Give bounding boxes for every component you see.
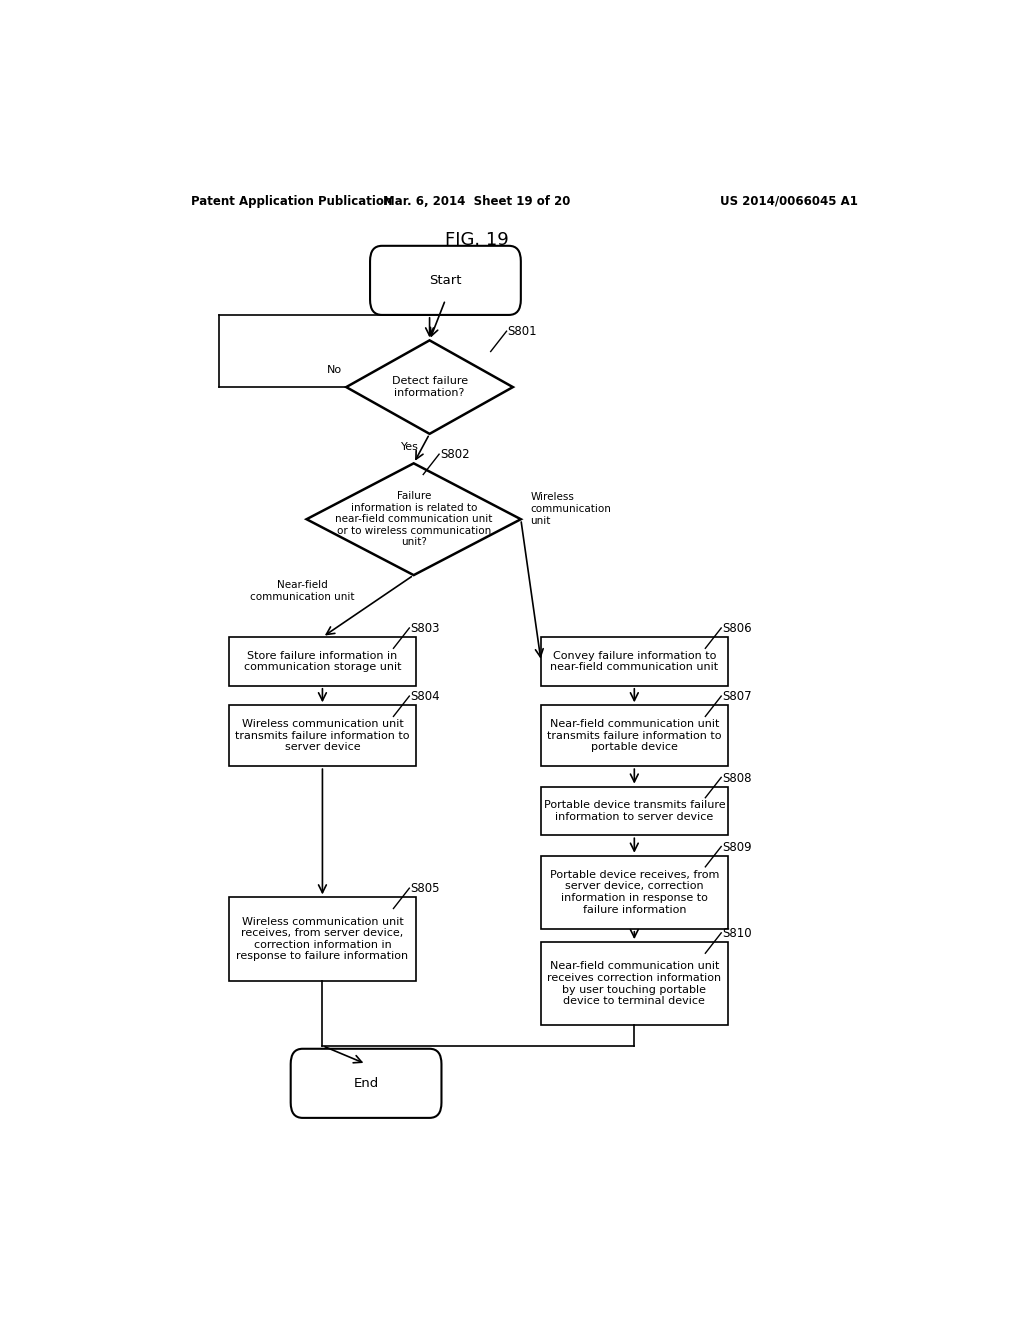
Text: S804: S804 bbox=[411, 690, 439, 704]
Bar bbox=[229, 898, 416, 981]
FancyBboxPatch shape bbox=[370, 246, 521, 315]
Text: S806: S806 bbox=[722, 622, 752, 635]
Text: Patent Application Publication: Patent Application Publication bbox=[191, 194, 393, 207]
Text: Start: Start bbox=[429, 273, 462, 286]
Bar bbox=[541, 638, 728, 686]
Text: US 2014/0066045 A1: US 2014/0066045 A1 bbox=[720, 194, 858, 207]
Bar bbox=[541, 705, 728, 766]
Bar bbox=[541, 787, 728, 836]
Text: Portable device transmits failure
information to server device: Portable device transmits failure inform… bbox=[544, 800, 725, 822]
Text: Failure
information is related to
near-field communication unit
or to wireless c: Failure information is related to near-f… bbox=[335, 491, 493, 548]
Text: Mar. 6, 2014  Sheet 19 of 20: Mar. 6, 2014 Sheet 19 of 20 bbox=[384, 194, 570, 207]
Text: No: No bbox=[327, 364, 342, 375]
Text: Yes: Yes bbox=[400, 442, 419, 451]
Text: Wireless communication unit
receives, from server device,
correction information: Wireless communication unit receives, fr… bbox=[237, 916, 409, 961]
Text: Convey failure information to
near-field communication unit: Convey failure information to near-field… bbox=[550, 651, 719, 672]
FancyBboxPatch shape bbox=[291, 1049, 441, 1118]
Text: End: End bbox=[353, 1077, 379, 1090]
Bar bbox=[541, 855, 728, 929]
Text: FIG. 19: FIG. 19 bbox=[445, 231, 509, 248]
Text: S810: S810 bbox=[722, 927, 752, 940]
Polygon shape bbox=[306, 463, 521, 576]
Bar bbox=[229, 638, 416, 686]
Text: Wireless
communication
unit: Wireless communication unit bbox=[530, 492, 611, 525]
Polygon shape bbox=[346, 341, 513, 434]
Text: S808: S808 bbox=[722, 771, 752, 784]
Text: Near-field
communication unit: Near-field communication unit bbox=[250, 581, 355, 602]
Text: Detect failure
information?: Detect failure information? bbox=[391, 376, 468, 397]
Text: S801: S801 bbox=[507, 325, 537, 338]
Text: Near-field communication unit
transmits failure information to
portable device: Near-field communication unit transmits … bbox=[547, 719, 722, 752]
Text: Store failure information in
communication storage unit: Store failure information in communicati… bbox=[244, 651, 401, 672]
Bar bbox=[541, 942, 728, 1026]
Text: S803: S803 bbox=[411, 622, 439, 635]
Text: S805: S805 bbox=[411, 882, 439, 895]
Text: Portable device receives, from
server device, correction
information in response: Portable device receives, from server de… bbox=[550, 870, 719, 915]
Bar bbox=[229, 705, 416, 766]
Text: Wireless communication unit
transmits failure information to
server device: Wireless communication unit transmits fa… bbox=[236, 719, 410, 752]
Text: S809: S809 bbox=[722, 841, 752, 854]
Text: Near-field communication unit
receives correction information
by user touching p: Near-field communication unit receives c… bbox=[547, 961, 721, 1006]
Text: S807: S807 bbox=[722, 690, 752, 704]
Text: S802: S802 bbox=[440, 449, 470, 461]
